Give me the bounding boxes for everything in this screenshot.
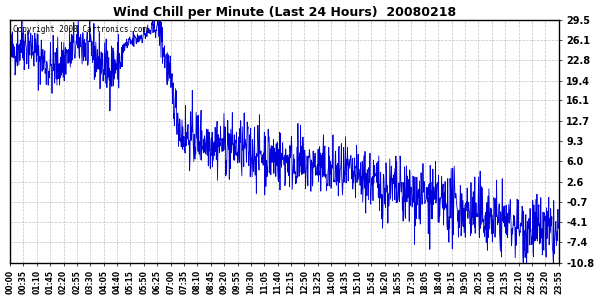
- Text: Copyright 2008 Cartronics.com: Copyright 2008 Cartronics.com: [13, 25, 147, 34]
- Title: Wind Chill per Minute (Last 24 Hours)  20080218: Wind Chill per Minute (Last 24 Hours) 20…: [113, 6, 456, 19]
